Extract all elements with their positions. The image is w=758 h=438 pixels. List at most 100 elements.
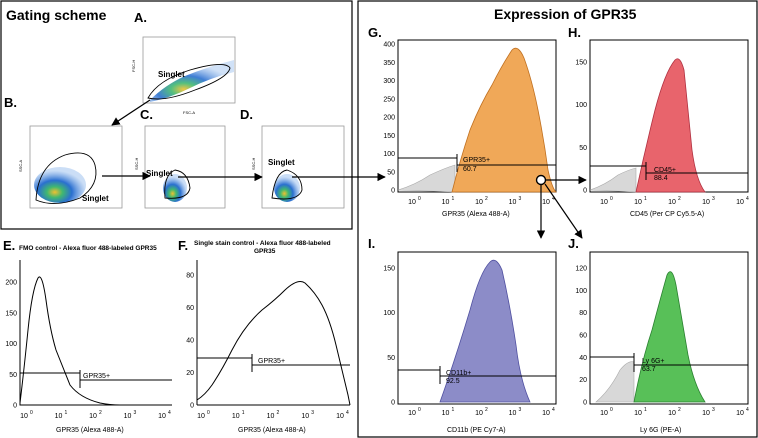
x-tick-label: 10 [702, 410, 710, 417]
panel-a-scatter: A. Singlet FSC-A FSC-H [131, 10, 236, 115]
panel-i-yticks: 150 100 50 0 [383, 266, 395, 407]
y-tick-label: 350 [383, 60, 395, 67]
y-tick-label: 50 [387, 355, 395, 362]
panel-a-density [150, 60, 234, 102]
x-tick-label: 10 [475, 410, 483, 417]
panel-b-letter: B. [4, 95, 17, 110]
y-tick-label: 100 [575, 288, 587, 295]
x-tick-label: 10 [736, 410, 744, 417]
panel-g-gate-label: GPR35+ [463, 157, 490, 164]
x-tick-exponent: 2 [678, 196, 681, 202]
x-tick-exponent: 0 [610, 407, 613, 413]
panel-e-fmo: E. FMO control - Alexa fluor 488-labeled… [3, 238, 172, 434]
panel-f-letter: F. [178, 238, 188, 253]
panel-a-gate [147, 64, 231, 100]
x-tick-label: 10 [600, 199, 608, 206]
y-tick-label: 250 [383, 96, 395, 103]
panel-e-title: FMO control - Alexa fluor 488-labeled GP… [19, 245, 157, 252]
panel-e-letter: E. [3, 238, 15, 253]
x-tick-exponent: 4 [746, 407, 749, 413]
panel-g-yticks: 400 350 300 250 200 150 100 50 0 [383, 42, 395, 195]
y-tick-label: 0 [13, 403, 17, 410]
panel-f-single-stain: F. Single stain control - Alexa fluor 48… [178, 238, 351, 434]
y-tick-label: 300 [383, 78, 395, 85]
panel-h-xlabel: CD45 (Per CP Cy5.5-A) [630, 211, 704, 218]
x-tick-label: 10 [232, 413, 240, 420]
panel-c-letter: C. [140, 107, 153, 122]
x-tick-exponent: 0 [610, 196, 613, 202]
panel-d-density [274, 174, 300, 202]
panel-g-letter: G. [368, 25, 382, 40]
y-tick-label: 50 [387, 169, 395, 176]
x-tick-exponent: 0 [418, 196, 421, 202]
x-tick-exponent: 1 [644, 196, 647, 202]
panel-a-xlabel: FSC-A [183, 110, 195, 115]
x-tick-exponent: 1 [452, 407, 455, 413]
x-tick-label: 10 [542, 410, 550, 417]
panel-c-gate-label: Singlet [146, 169, 173, 178]
x-tick-label: 10 [668, 199, 676, 206]
panel-h-positive-fill [635, 58, 706, 193]
x-tick-label: 10 [408, 410, 416, 417]
y-tick-label: 60 [186, 305, 194, 312]
y-tick-label: 0 [583, 188, 587, 195]
panel-c-scatter: C. Singlet SSC-H [134, 107, 226, 209]
panel-a-ylabel: FSC-H [131, 60, 136, 72]
x-tick-exponent: 2 [678, 407, 681, 413]
y-tick-label: 80 [579, 310, 587, 317]
panel-b-ylabel: SSC-A [18, 159, 23, 172]
x-tick-exponent: 0 [418, 407, 421, 413]
panel-j-positive-fill [633, 271, 706, 403]
panel-j-gate-label: Ly 6G+ [642, 358, 665, 365]
y-tick-label: 50 [579, 145, 587, 152]
panel-e-xlabel: GPR35 (Alexa 488-A) [56, 427, 124, 434]
panel-g-xticks: 10 0 10 1 10 2 10 3 10 4 [408, 196, 555, 206]
x-tick-label: 10 [124, 413, 132, 420]
panel-a-letter: A. [134, 10, 147, 25]
x-tick-exponent: 4 [346, 410, 349, 416]
panel-b-gate [35, 152, 97, 204]
y-tick-label: 400 [383, 42, 395, 49]
expression-box [357, 0, 758, 438]
panel-j-control-fill [595, 361, 635, 403]
panel-i-xticks: 10 0 10 1 10 2 10 3 10 4 [408, 407, 555, 417]
x-tick-exponent: 2 [485, 196, 488, 202]
panel-b-gate-label: Singlet [82, 194, 109, 203]
x-tick-label: 10 [336, 413, 344, 420]
gating-scheme-box [0, 0, 353, 230]
y-tick-label: 0 [583, 400, 587, 407]
x-tick-label: 10 [197, 413, 205, 420]
panel-c-ylabel: SSC-H [134, 157, 139, 170]
panel-a-gate-label: Singlet [158, 70, 185, 79]
panel-f-xticks: 10 0 10 1 10 2 10 3 10 4 [197, 410, 349, 420]
x-tick-label: 10 [55, 413, 63, 420]
panel-b-density [34, 167, 86, 203]
panel-e-histogram [19, 276, 121, 406]
branch-node [535, 174, 547, 186]
panel-g-gate-value: 60.7 [463, 166, 477, 173]
panel-h-letter: H. [568, 25, 581, 40]
y-tick-label: 120 [575, 266, 587, 273]
x-tick-exponent: 4 [746, 196, 749, 202]
x-tick-exponent: 0 [30, 410, 33, 416]
y-tick-label: 150 [383, 266, 395, 273]
x-tick-exponent: 3 [519, 407, 522, 413]
x-tick-exponent: 3 [311, 410, 314, 416]
panel-d-scatter: D. Singlet SSC-H [240, 107, 345, 209]
y-tick-label: 150 [383, 133, 395, 140]
x-tick-label: 10 [475, 199, 483, 206]
y-tick-label: 100 [575, 102, 587, 109]
x-tick-exponent: 4 [552, 196, 555, 202]
x-tick-exponent: 2 [485, 407, 488, 413]
y-tick-label: 20 [186, 370, 194, 377]
panel-f-xlabel: GPR35 (Alexa 488-A) [238, 427, 306, 434]
panel-i-positive-fill [439, 259, 531, 403]
x-tick-label: 10 [408, 199, 416, 206]
panel-f-title-line2: GPR35 [254, 248, 276, 255]
panel-h-xticks: 10 0 10 1 10 2 10 3 10 4 [600, 196, 749, 206]
